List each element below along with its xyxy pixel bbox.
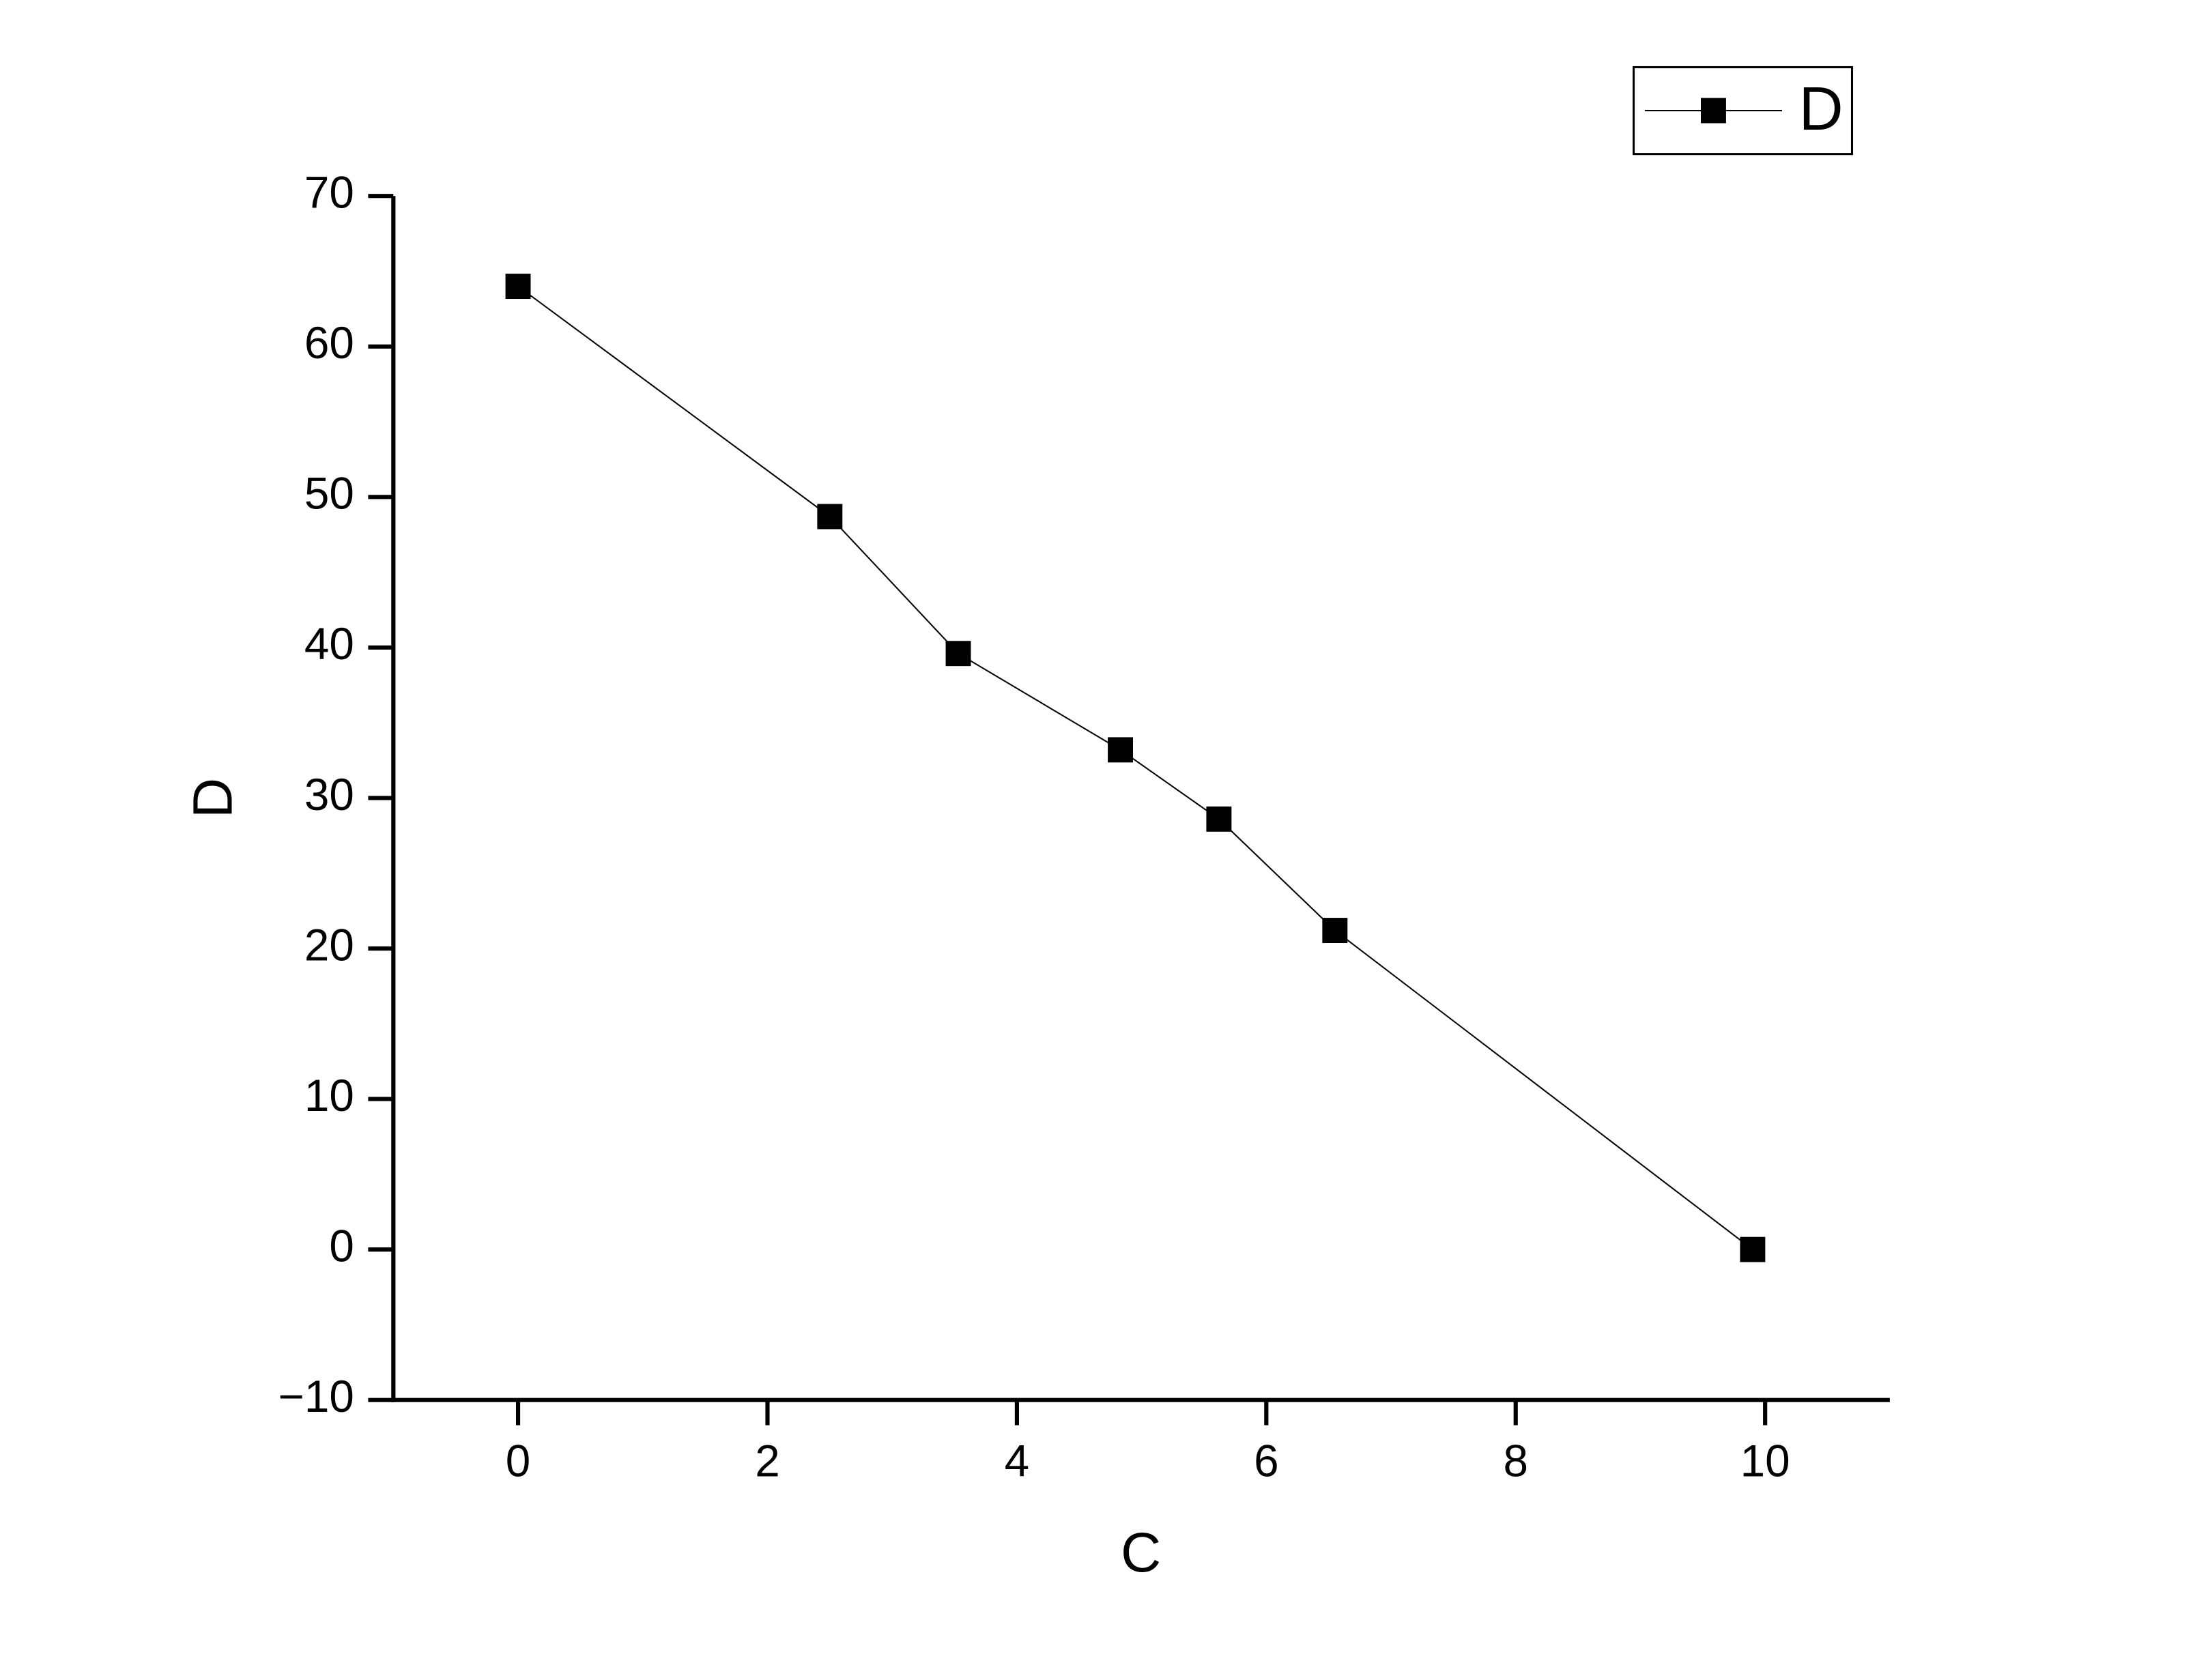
marker [945, 641, 971, 667]
marker [817, 504, 843, 530]
x-tick-label: 8 [1503, 1436, 1527, 1486]
y-tick-label: 20 [304, 920, 354, 970]
y-tick-label: 40 [304, 619, 354, 669]
y-tick-label: 50 [304, 469, 354, 519]
marker [505, 274, 531, 300]
y-tick-label: −10 [278, 1372, 354, 1421]
data-line [517, 285, 1753, 1250]
x-tick-label: 6 [1254, 1436, 1278, 1486]
x-axis-label: C [1121, 1522, 1161, 1584]
legend-label: D [1799, 74, 1843, 143]
x-tick-label: 2 [755, 1436, 779, 1486]
y-tick-label: 0 [329, 1221, 354, 1271]
marker [1322, 918, 1348, 944]
x-tick-label: 10 [1740, 1436, 1790, 1486]
y-tick-label: 60 [304, 318, 354, 368]
y-tick-label: 30 [304, 770, 354, 820]
marker [1740, 1236, 1766, 1262]
x-tick-label: 0 [506, 1436, 530, 1486]
y-axis-label: D [182, 778, 244, 818]
y-tick-label: 10 [304, 1071, 354, 1120]
y-tick-label: 70 [304, 168, 354, 218]
marker [1206, 806, 1232, 832]
x-tick-label: 4 [1005, 1436, 1029, 1486]
legend-marker [1700, 98, 1726, 124]
marker [1108, 737, 1134, 763]
